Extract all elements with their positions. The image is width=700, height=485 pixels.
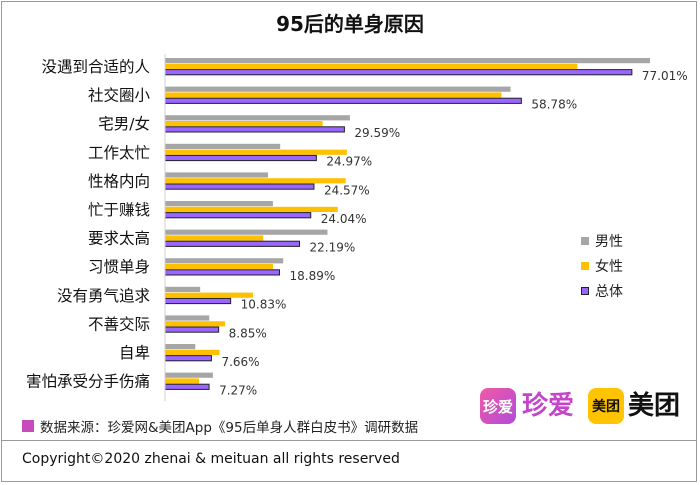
bar-female [165,292,253,298]
bar-female [165,235,264,241]
bar-total [164,297,232,305]
legend-swatch-male [581,236,589,245]
bar-total [164,97,522,104]
bar-total [164,183,315,190]
legend-swatch-total [581,286,589,295]
legend-item-female: 女性 [581,253,623,278]
data-source: 数据来源：珍爱网&美团App《95后单身人群白皮书》调研数据 [22,416,418,436]
source-text: 数据来源：珍爱网&美团App《95后单身人群白皮书》调研数据 [40,420,419,436]
bar-male [165,86,511,92]
bar-female [165,121,323,127]
legend-label-female: 女性 [595,258,623,275]
data-label: 7.27% [219,384,257,398]
bar-male [165,115,350,121]
bar-male [165,258,284,264]
copyright-text: Copyright©2020 zhenai & meituan all righ… [22,451,400,467]
data-label: 24.57% [324,183,370,197]
bar-female [165,349,220,355]
bar-male [165,172,269,178]
bar-male [165,143,281,149]
bar-total [164,240,301,247]
data-label: 29.59% [354,126,400,140]
category-label: 要求太高 [88,230,150,248]
bar-female [165,63,578,69]
bar-male [165,315,210,321]
data-label: 58.78% [531,98,577,112]
bar-male [165,201,273,207]
bar-female [165,321,226,327]
bar-total [164,212,312,219]
legend-swatch-female [581,261,589,270]
data-label: 8.85% [229,326,267,340]
zhenai-logo-text: 珍爱 [522,391,575,421]
legend-label-male: 男性 [595,233,623,250]
category-label: 没有勇气追求 [57,287,150,305]
data-label: 24.04% [321,212,367,226]
bar-male [165,229,328,235]
footer-divider [2,440,696,441]
legend-item-male: 男性 [581,228,623,253]
data-label: 7.66% [221,355,259,369]
chart-title: 95后的单身原因 [276,12,424,36]
bar-total [164,355,212,362]
data-label: 10.83% [241,298,287,312]
source-marker [22,420,34,432]
category-label: 宅男/女 [98,114,150,133]
legend-item-total: 总体 [581,278,623,303]
data-label: 18.89% [290,269,336,283]
legend-label-total: 总体 [595,283,623,300]
zhenai-logo-icon: 珍爱 [480,388,516,424]
category-label: 没遇到合适的人 [41,58,150,76]
legend: 男性 女性 总体 [581,228,623,303]
bar-total [164,269,281,276]
bar-female [165,378,199,384]
bar-female [165,149,347,155]
data-label: 77.01% [642,69,688,83]
meituan-logo-icon: 美团 [588,388,624,424]
bar-total [164,326,220,333]
bar-total [164,154,317,162]
category-label: 忙于赚钱 [88,201,150,219]
data-label: 24.97% [326,155,372,169]
bar-total [164,69,633,76]
category-label: 工作太忙 [88,144,150,162]
bar-female [165,206,338,212]
category-label: 性格内向 [88,172,150,190]
bar-female [165,264,273,270]
category-label: 自卑 [119,344,150,362]
bar-female [165,178,346,184]
data-label: 22.19% [310,241,356,255]
category-label: 不善交际 [88,315,150,333]
bar-total [164,383,210,390]
bar-male [165,372,213,378]
category-label: 害怕承受分手伤痛 [26,373,150,391]
bar-female [165,92,502,98]
category-label: 社交圈小 [88,87,151,105]
meituan-logo-text: 美团 [628,391,681,421]
bar-male [165,344,196,350]
bar-total [164,126,345,133]
bar-male [165,58,650,64]
bar-male [165,286,201,292]
category-label: 习惯单身 [88,258,150,276]
